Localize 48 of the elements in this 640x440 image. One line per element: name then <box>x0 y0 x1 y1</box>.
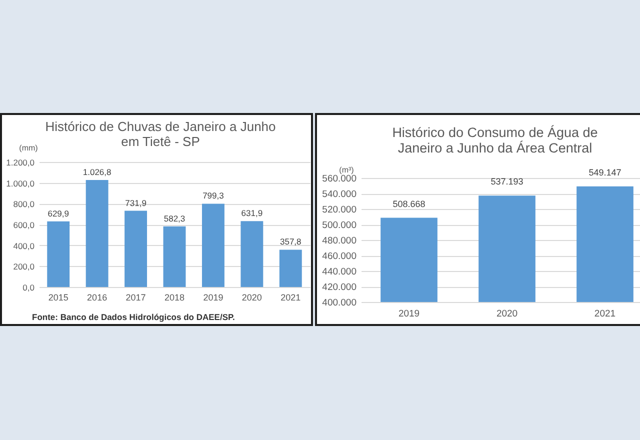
data-label: 799,3 <box>202 190 224 201</box>
bar <box>86 180 108 287</box>
x-tick-label: 2020 <box>242 292 262 302</box>
data-label: 731,9 <box>125 198 147 208</box>
bar <box>163 226 186 287</box>
data-label: 631,9 <box>241 208 263 218</box>
data-label: 508.668 <box>392 198 426 209</box>
y-tick-label: 500.000 <box>322 220 356 231</box>
y-tick-label: 400.000 <box>322 298 356 308</box>
y-tick-label: 440.000 <box>322 266 356 278</box>
data-label: 629,9 <box>48 208 70 218</box>
chart-title: Histórico do Consumo de Água de Janeiro a Junho da Área Central <box>392 125 598 156</box>
y-tick-label: 460.000 <box>322 251 356 262</box>
source-note: Fonte: Banco de Dados Hidrológicos do DAEE/SP. <box>32 312 235 322</box>
y-tick-label: 420.000 <box>322 282 356 293</box>
x-tick-label: 2017 <box>126 292 146 302</box>
data-label: 549.147 <box>588 167 622 178</box>
x-tick-label: 2020 <box>496 308 518 320</box>
bar <box>124 210 148 287</box>
y-tick-label: 540.000 <box>322 189 356 200</box>
y-axis-title: (mm) <box>19 144 38 152</box>
y-tick-label: 0,0 <box>22 282 35 292</box>
y-tick-label: 1.200,0 <box>6 158 35 168</box>
y-tick-label: 600,0 <box>13 220 35 230</box>
x-tick-label: 2019 <box>398 308 420 320</box>
data-label: 537.193 <box>490 176 524 187</box>
y-axis-title: (m³) <box>339 166 354 174</box>
chart-title: Histórico de Chuvas de Janeiro a Junho em Tietê - SP <box>45 119 276 149</box>
x-tick-label: 2018 <box>164 292 185 302</box>
data-label: 357,8 <box>280 236 302 247</box>
y-tick-label: 400,0 <box>13 240 35 251</box>
data-label: 1.026,8 <box>82 167 112 178</box>
y-tick-label: 520.000 <box>322 204 356 216</box>
x-tick-label: 2015 <box>48 292 68 302</box>
bar <box>279 250 302 287</box>
x-tick-label: 2021 <box>594 308 616 320</box>
y-tick-label: 480.000 <box>322 236 356 246</box>
bar <box>202 204 224 287</box>
y-tick-label: 200,0 <box>13 262 35 272</box>
x-tick-label: 2016 <box>87 292 108 302</box>
data-label: 582,3 <box>164 213 186 224</box>
y-tick-label: 560.000 <box>322 174 356 184</box>
bar <box>47 221 70 287</box>
y-tick-label: 800,0 <box>13 199 35 210</box>
bar <box>240 221 264 287</box>
y-tick-label: 1.000,0 <box>6 178 35 188</box>
x-tick-label: 2019 <box>203 292 224 302</box>
x-tick-label: 2021 <box>280 292 301 302</box>
